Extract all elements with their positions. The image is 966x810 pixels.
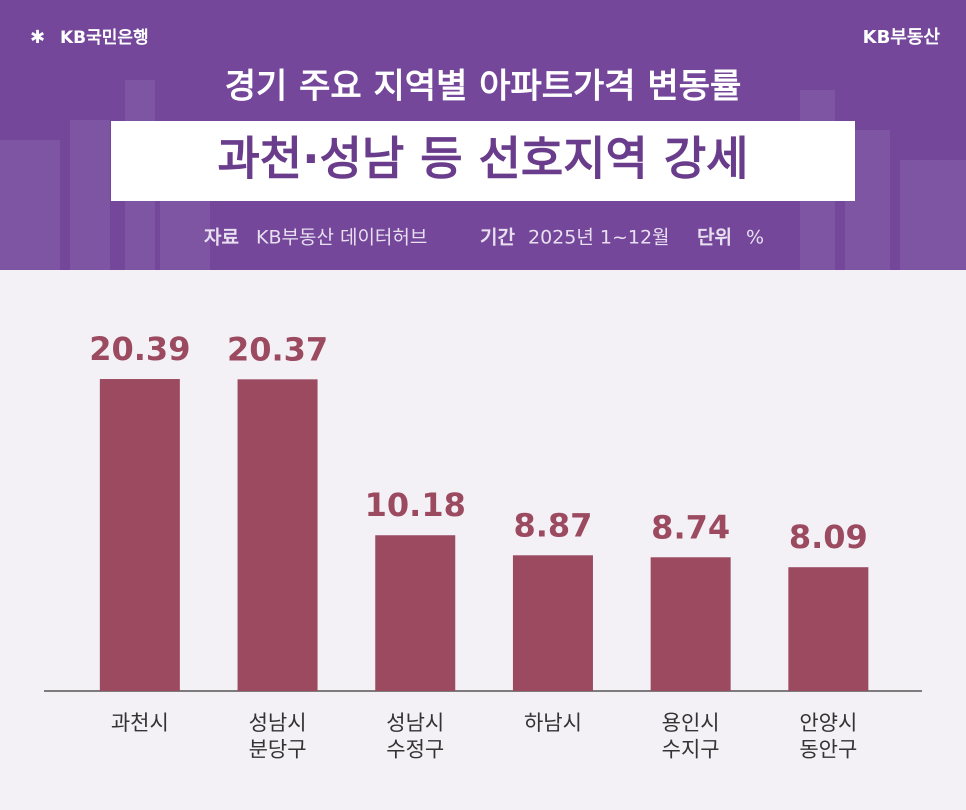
subtitle: 과천·성남 등 선호지역 강세 — [217, 132, 748, 186]
title: 경기 주요 지역별 아파트가격 변동률 — [225, 67, 742, 107]
x-tick-label: 과천시 — [111, 711, 169, 735]
value-label: 20.37 — [227, 330, 328, 368]
bar — [650, 557, 731, 691]
x-tick-label: 성남시 분당구 — [249, 711, 307, 761]
subtitle-box — [111, 121, 855, 201]
x-tick-label: 용인시 수지구 — [662, 711, 720, 761]
x-tick-label: 하남시 — [524, 711, 582, 735]
bar — [99, 379, 180, 691]
source: KB부동산 데이터허브 — [256, 227, 427, 249]
x-tick-label: 안양시 동안구 — [799, 711, 857, 761]
bar — [788, 567, 869, 691]
bar — [237, 379, 318, 691]
source-line: 자료 KB부동산 데이터허브 기간 2025년 1~12월 단위 % — [204, 227, 764, 249]
value-label: 8.09 — [789, 518, 868, 556]
bar — [375, 535, 456, 691]
logo-right: KB부동산 — [863, 27, 941, 48]
logo-left: KB국민은행 — [60, 28, 149, 48]
value-label: 20.39 — [89, 330, 190, 368]
unit-label: 단위 — [697, 227, 732, 249]
x-tick-label: 성남시 수정구 — [386, 711, 444, 761]
value-label: 10.18 — [365, 486, 466, 524]
value-label: 8.87 — [513, 506, 592, 544]
period: 2025년 1~12월 — [528, 227, 670, 249]
source-label: 자료 — [204, 227, 239, 249]
value-label: 8.74 — [651, 508, 730, 546]
period-label: 기간 — [480, 227, 515, 249]
logo-star: ✱ — [30, 27, 45, 48]
unit: % — [746, 227, 764, 249]
bar — [512, 555, 593, 691]
